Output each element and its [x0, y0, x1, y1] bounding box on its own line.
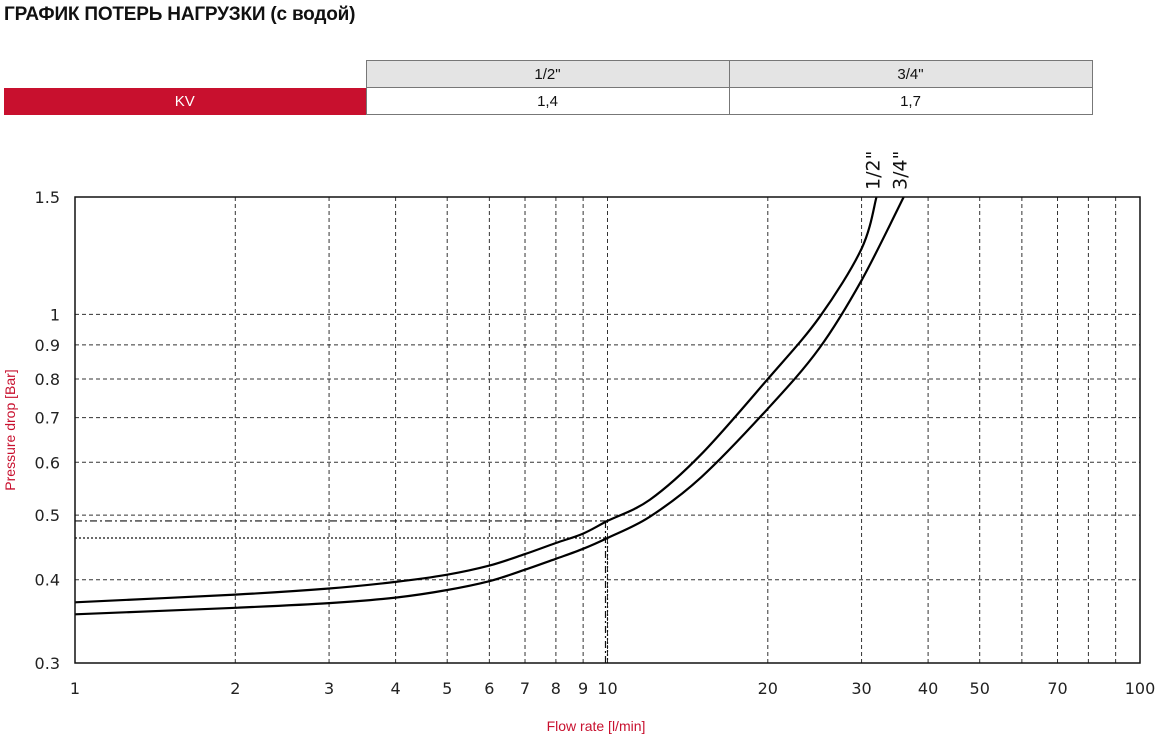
kv-table: 1/2" 3/4" KV 1,4 1,7	[4, 60, 1093, 115]
x-tick-label-8: 8	[551, 679, 561, 698]
x-axis-title: Flow rate [l/min]	[547, 718, 646, 734]
y-tick-label-0-4: 0.4	[35, 571, 60, 590]
x-tick-label-6: 6	[484, 679, 494, 698]
chart-reference-lines	[75, 520, 609, 663]
x-tick-label-20: 20	[758, 679, 778, 698]
x-tick-label-70: 70	[1047, 679, 1067, 698]
kv-table-header-row: 1/2" 3/4"	[4, 60, 1093, 88]
series-line-three-quarter-inch	[74, 196, 905, 616]
y-axis-ticks: 0.3 0.4 0.5 0.6 0.7 0.8 0.9 1 1.5	[35, 188, 60, 673]
series-label-half-inch: 1/2"	[862, 151, 884, 190]
y-tick-label-1: 1	[50, 305, 60, 324]
y-tick-label-0-6: 0.6	[35, 453, 60, 472]
x-tick-label-7: 7	[520, 679, 530, 698]
x-tick-label-10: 10	[597, 679, 617, 698]
y-tick-label-0-8: 0.8	[35, 370, 60, 389]
y-tick-label-1-5: 1.5	[35, 188, 60, 207]
series-labels: 1/2" 3/4"	[862, 151, 911, 190]
x-tick-label-100: 100	[1125, 679, 1156, 698]
x-tick-label-30: 30	[851, 679, 871, 698]
kv-value-three-quarter-inch: 1,7	[728, 87, 1093, 115]
x-tick-label-4: 4	[391, 679, 401, 698]
y-tick-label-0-5: 0.5	[35, 506, 60, 525]
y-tick-label-0-9: 0.9	[35, 336, 60, 355]
x-axis-ticks: 1 2 3 4 5 6 7 8 9 10 20 30 40 50 70 100	[70, 679, 1155, 698]
x-tick-label-50: 50	[970, 679, 990, 698]
x-tick-label-5: 5	[442, 679, 452, 698]
series-label-three-quarter-inch: 3/4"	[890, 151, 912, 190]
kv-value-half-inch: 1,4	[365, 87, 730, 115]
x-tick-label-9: 9	[578, 679, 588, 698]
x-tick-label-2: 2	[230, 679, 240, 698]
kv-row-label: KV	[4, 87, 366, 115]
series-line-half-inch	[74, 196, 878, 604]
x-tick-label-3: 3	[324, 679, 334, 698]
chart-grid	[75, 197, 1140, 663]
plot-frame	[74, 196, 1141, 664]
page-title: ГРАФИК ПОТЕРЬ НАГРУЗКИ (с водой)	[4, 4, 356, 25]
x-tick-label-40: 40	[918, 679, 938, 698]
y-axis-title: Pressure drop [Bar]	[2, 369, 18, 490]
x-tick-label-1: 1	[70, 679, 80, 698]
kv-column-header-three-quarter-inch: 3/4"	[728, 60, 1093, 88]
chart-series	[74, 196, 905, 616]
y-tick-label-0-7: 0.7	[35, 409, 60, 428]
y-tick-label-0-3: 0.3	[35, 654, 60, 673]
kv-table-value-row: KV 1,4 1,7	[4, 87, 1093, 115]
